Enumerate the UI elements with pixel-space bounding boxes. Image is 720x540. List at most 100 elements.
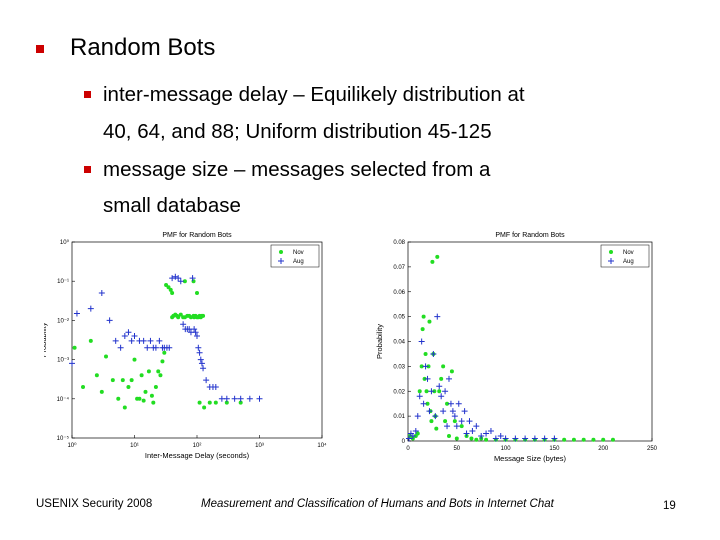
data-point-aug	[412, 428, 419, 435]
y-tick-label: 0.02	[393, 389, 405, 395]
y-tick-label: 0.01	[393, 414, 405, 420]
data-point-aug	[175, 275, 182, 282]
data-point-nov	[562, 437, 567, 442]
y-tick-label: 10⁻⁵	[57, 435, 70, 442]
data-point-aug	[444, 423, 451, 430]
data-point-aug	[483, 430, 490, 437]
data-point-aug	[223, 395, 230, 402]
data-point-aug	[125, 329, 132, 336]
data-point-aug	[246, 395, 253, 402]
data-point-nov	[441, 364, 446, 369]
data-point-nov	[104, 354, 109, 359]
x-tick-label: 10¹	[130, 443, 139, 449]
data-point-nov	[446, 434, 451, 439]
data-point-nov	[168, 287, 173, 292]
data-point-aug	[140, 337, 147, 344]
data-point-aug	[73, 310, 80, 317]
heading-bullet	[36, 45, 44, 53]
data-point-aug	[169, 275, 176, 282]
data-point-nov	[122, 405, 127, 410]
data-point-nov	[158, 373, 163, 378]
data-point-nov	[110, 378, 115, 383]
y-tick-label: 0.05	[393, 315, 405, 321]
legend-label: Aug	[293, 259, 304, 265]
data-point-nov	[459, 424, 464, 429]
data-point-nov	[151, 400, 156, 405]
data-point-aug	[212, 384, 219, 390]
data-point-nov	[182, 279, 187, 284]
x-tick-label: 10²	[193, 443, 202, 449]
data-point-aug	[531, 435, 538, 442]
x-tick-label: 10⁴	[317, 442, 327, 449]
footer-conference: USENIX Security 2008	[36, 498, 153, 510]
x-tick-label: 0	[406, 446, 410, 452]
x-tick-label: 100	[501, 446, 512, 452]
data-point-aug	[428, 388, 435, 395]
data-point-aug	[117, 344, 124, 351]
footer-paper-title: Measurement and Classification of Humans…	[201, 498, 554, 510]
data-point-aug	[447, 400, 454, 407]
y-tick-label: 0.06	[393, 290, 405, 296]
data-point-nov	[439, 376, 444, 381]
data-point-nov	[469, 436, 474, 441]
data-point-aug	[449, 408, 456, 415]
data-point-nov	[429, 419, 434, 424]
data-point-aug	[487, 428, 494, 435]
data-point-aug	[416, 393, 423, 400]
y-tick-label: 0	[402, 439, 406, 445]
data-point-nov	[143, 389, 148, 394]
data-point-aug	[497, 433, 504, 440]
sub-bullet-2-marker	[84, 166, 91, 173]
data-point-nov	[207, 400, 212, 405]
data-point-aug	[466, 418, 473, 425]
x-tick-label: 10³	[255, 443, 264, 449]
data-point-aug	[166, 344, 173, 351]
data-point-aug	[424, 375, 431, 382]
data-point-aug	[128, 337, 135, 344]
data-point-aug	[256, 395, 263, 402]
data-point-aug	[231, 395, 238, 402]
data-point-aug	[478, 433, 485, 440]
data-point-nov	[126, 384, 131, 389]
data-point-nov	[137, 396, 142, 401]
data-point-nov	[176, 315, 181, 320]
data-point-nov	[120, 378, 125, 383]
data-point-nov	[435, 254, 440, 259]
data-point-aug	[405, 435, 412, 442]
chart-title: PMF for Random Bots	[162, 232, 232, 239]
data-point-aug	[469, 428, 476, 435]
y-tick-label: 10⁻¹	[57, 279, 69, 285]
data-point-nov	[591, 437, 596, 442]
data-point-nov	[443, 419, 448, 424]
data-point-aug	[426, 408, 433, 415]
data-point-aug	[438, 393, 445, 400]
data-point-nov	[224, 400, 229, 405]
data-point-nov	[484, 437, 489, 442]
data-point-aug	[180, 321, 187, 328]
data-point-nov	[153, 384, 158, 389]
data-point-nov	[423, 351, 428, 356]
legend-label: Nov	[623, 250, 634, 256]
data-point-aug	[422, 363, 429, 370]
data-point-aug	[453, 423, 460, 430]
data-point-nov	[474, 437, 479, 442]
data-point-nov	[166, 285, 171, 290]
data-point-aug	[198, 360, 205, 367]
data-point-aug	[237, 395, 244, 402]
data-point-nov	[445, 401, 450, 406]
sub-bullet-2-line-1: message size – messages selected from a	[103, 158, 491, 181]
legend-marker-aug	[278, 258, 284, 264]
data-point-nov	[437, 389, 442, 394]
data-point-nov	[213, 400, 218, 405]
data-point-nov	[238, 400, 243, 405]
data-point-nov	[81, 384, 86, 389]
data-point-aug	[172, 273, 179, 280]
x-tick-label: 50	[453, 446, 460, 452]
data-point-aug	[463, 430, 470, 437]
data-point-aug	[541, 435, 548, 442]
data-point-aug	[458, 418, 465, 425]
y-tick-label: 0.04	[393, 340, 405, 346]
x-axis-label: Inter-Message Delay (seconds)	[145, 451, 250, 460]
data-point-aug	[409, 433, 416, 440]
